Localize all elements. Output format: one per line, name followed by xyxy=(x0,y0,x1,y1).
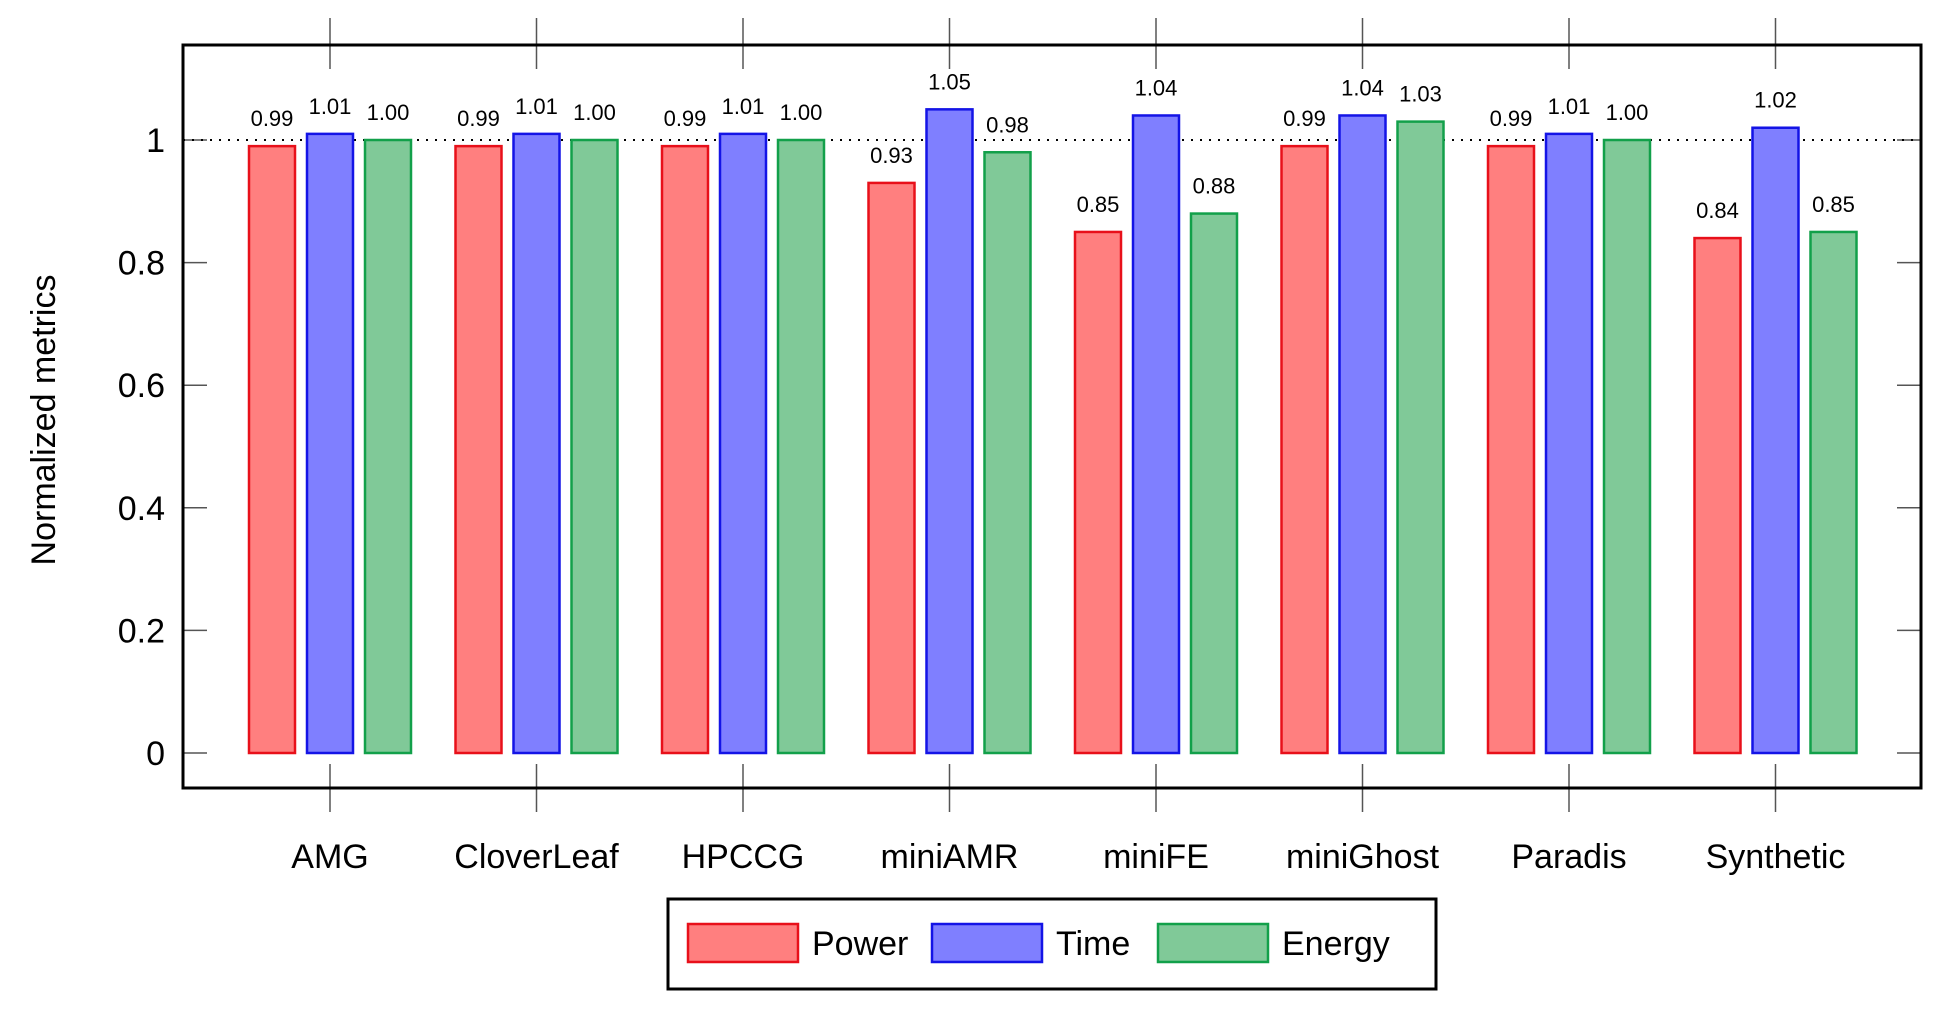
bar-energy-amg xyxy=(363,138,413,755)
y-tick-label: 0 xyxy=(146,735,165,773)
value-label-energy-paradis: 1.00 xyxy=(1606,100,1649,125)
bar-time-cloverleaf xyxy=(512,132,561,755)
y-axis-title: Normalized metrics xyxy=(25,275,63,566)
bar-energy-minighost xyxy=(1396,120,1445,755)
bar-energy-minife xyxy=(1189,212,1239,755)
legend: Power Time Energy xyxy=(666,897,1438,991)
legend-label-energy: Energy xyxy=(1282,925,1390,963)
y-tick-label: 1 xyxy=(146,122,165,160)
value-label-power-paradis: 0.99 xyxy=(1490,106,1533,131)
category-label-paradis: Paradis xyxy=(1511,838,1626,876)
value-label-time-paradis: 1.01 xyxy=(1548,94,1591,119)
value-label-power-minighost: 0.99 xyxy=(1283,106,1326,131)
bar-energy-paradis xyxy=(1602,138,1652,755)
y-tick-label: 0.4 xyxy=(118,490,165,528)
bar-power-paradis xyxy=(1486,144,1536,755)
value-label-energy-minife: 0.88 xyxy=(1193,174,1236,199)
bar-power-miniamr xyxy=(867,181,916,755)
legend-swatch-power xyxy=(686,922,800,964)
value-label-power-synthetic: 0.84 xyxy=(1696,198,1739,223)
value-label-power-hpccg: 0.99 xyxy=(664,106,707,131)
value-label-time-amg: 1.01 xyxy=(309,94,352,119)
value-label-energy-cloverleaf: 1.00 xyxy=(573,100,616,125)
bar-energy-hpccg xyxy=(776,138,826,755)
bar-time-paradis xyxy=(1544,132,1594,755)
value-label-power-miniamr: 0.93 xyxy=(870,143,913,168)
value-label-energy-minighost: 1.03 xyxy=(1399,82,1442,107)
category-label-minighost: miniGhost xyxy=(1286,838,1440,876)
bar-time-hpccg xyxy=(718,132,768,755)
legend-label-time: Time xyxy=(1056,925,1130,963)
legend-swatch-time xyxy=(930,922,1044,964)
value-label-time-synthetic: 1.02 xyxy=(1754,88,1797,113)
y-tick-label: 0.2 xyxy=(118,612,165,650)
y-tick-label: 0.8 xyxy=(118,245,165,283)
bar-power-amg xyxy=(247,144,297,755)
bar-power-minife xyxy=(1073,230,1123,755)
legend-label-power: Power xyxy=(812,925,908,963)
bar-time-minife xyxy=(1131,114,1181,755)
plot-frame xyxy=(181,43,1923,790)
bar-energy-cloverleaf xyxy=(570,138,619,755)
bar-power-synthetic xyxy=(1693,236,1742,755)
bar-energy-miniamr xyxy=(983,151,1032,755)
bar-power-cloverleaf xyxy=(454,144,503,755)
value-label-power-cloverleaf: 0.99 xyxy=(457,106,500,131)
value-label-energy-miniamr: 0.98 xyxy=(986,112,1029,137)
bar-time-synthetic xyxy=(1751,126,1800,755)
y-tick-label: 0.6 xyxy=(118,367,165,405)
bar-time-miniamr xyxy=(925,108,974,755)
category-label-cloverleaf: CloverLeaf xyxy=(454,838,619,876)
category-label-amg: AMG xyxy=(291,838,368,876)
value-label-energy-hpccg: 1.00 xyxy=(780,100,823,125)
value-label-energy-amg: 1.00 xyxy=(367,100,410,125)
bar-time-amg xyxy=(305,132,355,755)
bar-power-hpccg xyxy=(660,144,710,755)
value-label-energy-synthetic: 0.85 xyxy=(1812,192,1855,217)
bar-energy-synthetic xyxy=(1809,230,1858,755)
legend-swatch-energy xyxy=(1156,922,1270,964)
value-label-time-minighost: 1.04 xyxy=(1341,75,1384,100)
bar-time-minighost xyxy=(1338,114,1387,755)
value-label-time-minife: 1.04 xyxy=(1135,75,1178,100)
value-label-power-minife: 0.85 xyxy=(1077,192,1120,217)
value-label-time-miniamr: 1.05 xyxy=(928,69,971,94)
value-label-time-cloverleaf: 1.01 xyxy=(515,94,558,119)
category-label-miniamr: miniAMR xyxy=(881,838,1019,876)
category-label-hpccg: HPCCG xyxy=(682,838,805,876)
bar-power-minighost xyxy=(1280,144,1329,755)
category-label-minife: miniFE xyxy=(1103,838,1209,876)
value-label-time-hpccg: 1.01 xyxy=(722,94,765,119)
category-label-synthetic: Synthetic xyxy=(1706,838,1846,876)
value-label-power-amg: 0.99 xyxy=(251,106,294,131)
